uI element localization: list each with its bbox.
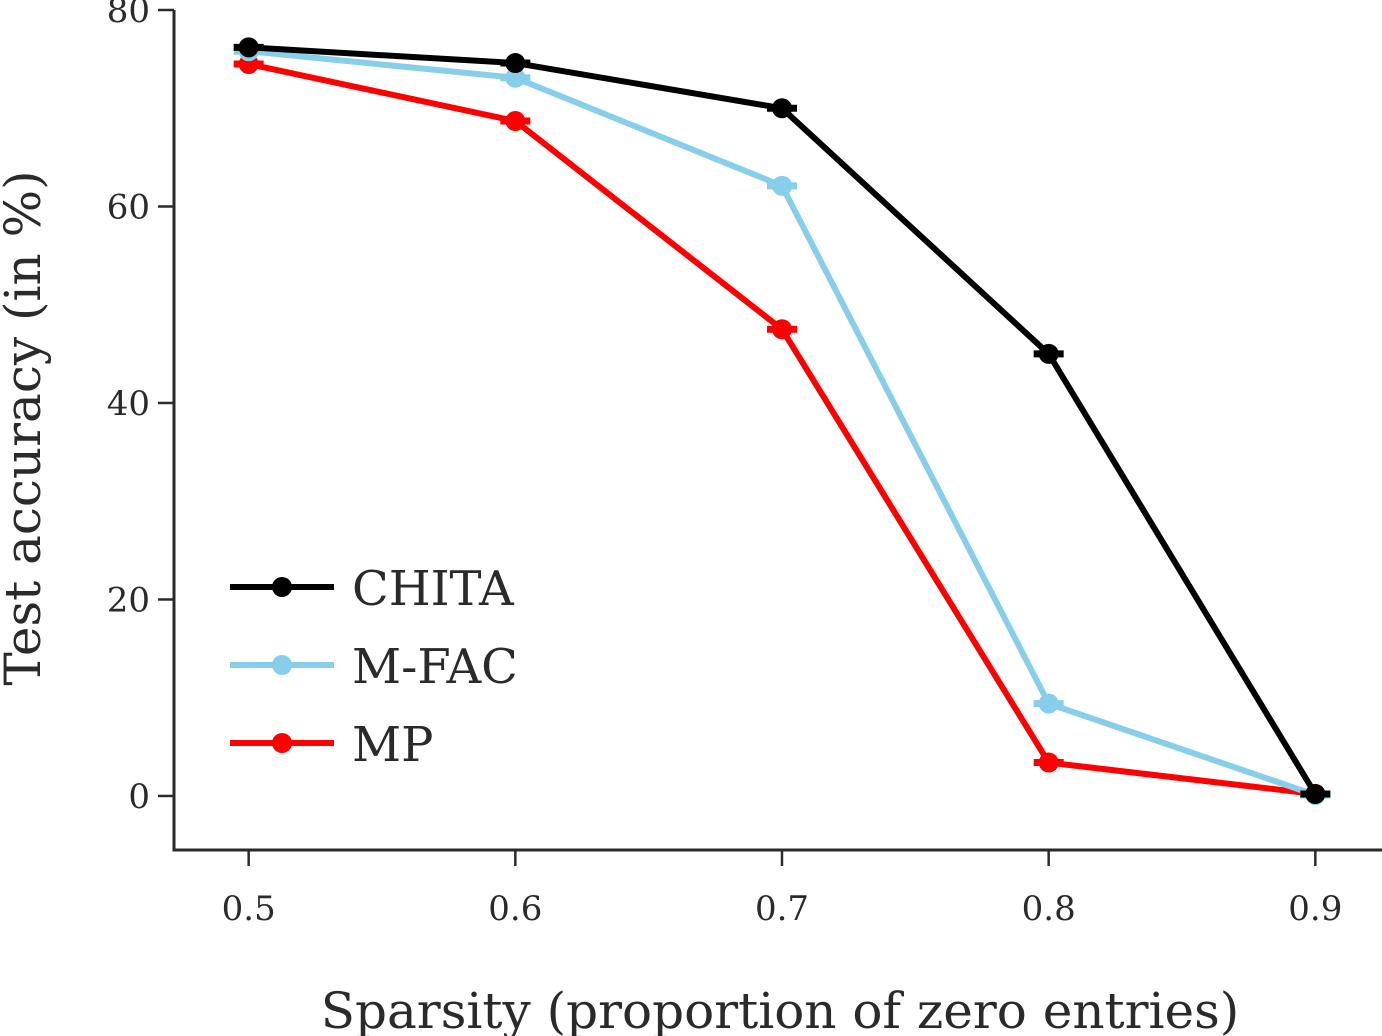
legend-item-m-fac: M-FAC — [230, 639, 518, 695]
data-point — [1038, 693, 1059, 714]
data-point — [1038, 752, 1059, 773]
legend-swatch-marker — [272, 733, 292, 753]
legend-label: M-FAC — [352, 639, 518, 695]
legend-swatch-marker — [272, 655, 292, 675]
x-tick-label: 0.5 — [222, 889, 276, 929]
x-axis-title: Sparsity (proportion of zero entries) — [321, 982, 1240, 1036]
data-point — [1305, 784, 1326, 804]
x-tick-label: 0.9 — [1288, 889, 1342, 929]
y-ticks: 0 20 40 60 80 — [107, 0, 174, 817]
data-point — [238, 37, 259, 58]
series-chita — [233, 37, 1331, 804]
legend-swatch-marker — [272, 577, 292, 597]
data-point — [772, 98, 792, 119]
legend-item-mp: MP — [230, 717, 433, 773]
legend-label: MP — [352, 717, 433, 773]
data-point — [505, 111, 526, 132]
series-layer — [233, 37, 1331, 805]
legend-label: CHITA — [352, 561, 515, 617]
axes — [172, 10, 1382, 852]
y-tick-label: 0 — [128, 777, 150, 817]
data-point — [505, 67, 526, 88]
data-point — [505, 53, 526, 74]
y-tick-label: 60 — [107, 187, 150, 227]
y-tick-label: 40 — [107, 384, 150, 424]
x-tick-label: 0.8 — [1022, 889, 1076, 929]
x-tick-label: 0.7 — [755, 889, 809, 929]
y-tick-label: 20 — [107, 580, 150, 620]
y-tick-label: 80 — [107, 0, 150, 31]
data-point — [772, 319, 792, 340]
legend-item-chita: CHITA — [230, 561, 515, 617]
data-point — [1038, 343, 1059, 364]
y-axis-title: Test accuracy (in %) — [0, 170, 52, 685]
x-tick-label: 0.6 — [488, 889, 542, 929]
legend: CHITA M-FAC MP — [230, 561, 518, 773]
data-point — [772, 175, 792, 196]
x-ticks: 0.5 0.6 0.7 0.8 0.9 — [222, 850, 1342, 929]
